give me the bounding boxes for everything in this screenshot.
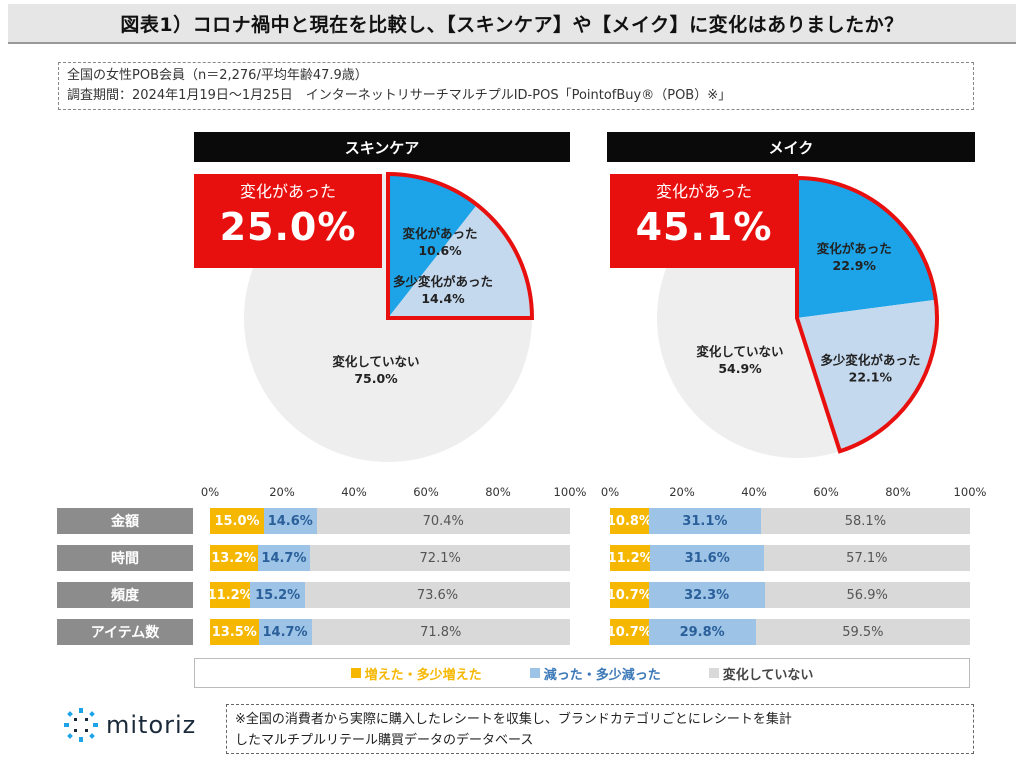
- skincare-pie-label-0: 変化があった: [402, 226, 477, 241]
- makeup-changed-value: 45.1%: [635, 205, 773, 249]
- legend-swatch-decrease: [529, 668, 540, 678]
- makeup-bar-segment-dec: 31.6%: [650, 545, 765, 571]
- skincare-bar-segment-dec: 14.7%: [257, 545, 311, 571]
- makeup-axis-tick: 80%: [885, 485, 911, 499]
- skincare-header-label: スキンケア: [344, 138, 420, 157]
- makeup-axis-tick: 0%: [600, 485, 620, 499]
- makeup-changed-label: 変化があった: [655, 182, 752, 201]
- makeup-axis-tick: 100%: [953, 485, 987, 499]
- makeup-stacked-bar: 10.7% 32.3% 56.9%: [607, 582, 970, 608]
- skincare-bar-segment-none: 73.6%: [305, 582, 570, 608]
- skincare-changed-label: 変化があった: [239, 182, 336, 201]
- skincare-bar-segment-dec: 14.7%: [258, 619, 312, 645]
- legend-label-increase: 増えた・多少増えた: [364, 667, 482, 683]
- makeup-axis-tick: 20%: [669, 485, 695, 499]
- skincare-pie-slice-1: [388, 204, 532, 318]
- skincare-bar-segment-inc: 11.2%: [208, 582, 253, 608]
- pie-charts: 変化があった 10.6% 多少変化があった 14.4% 変化していない 75.0% 変化があ…: [244, 171, 939, 462]
- footnote-box: ※全国の消費者から実際に購入したレシートを収集し、ブランドカテゴリごとにレシート…: [226, 704, 974, 754]
- skincare-axis-tick: 80%: [485, 485, 511, 499]
- skincare-panel-header: スキンケア: [194, 132, 570, 162]
- footnote-line2: したマルチプルリテール購買データのデータベース: [235, 733, 534, 748]
- makeup-stacked-bar: 10.8% 31.1% 58.1%: [607, 508, 970, 534]
- skincare-axis-tick: 0%: [200, 485, 220, 499]
- makeup-bar-segment-dec: 32.3%: [648, 582, 765, 608]
- skincare-bar-segment-inc: 13.2%: [210, 545, 258, 571]
- makeup-stacked-bar: 11.2% 31.6% 57.1%: [608, 545, 970, 571]
- skincare-stacked-bar: 13.2% 14.7% 72.1%: [210, 545, 570, 571]
- makeup-pie-value-2: 54.9%: [718, 361, 762, 376]
- skincare-axis-tick: 60%: [413, 485, 439, 499]
- makeup-changed-box: 変化があった 45.1%: [610, 174, 798, 268]
- makeup-changed-outline: [795, 175, 939, 454]
- skincare-changed-box: 変化があった 25.0%: [194, 174, 382, 268]
- survey-info-box: 全国の女性POB会員（n＝2,276/平均年齢47.9歳） 調査期間：2024年…: [58, 62, 974, 110]
- makeup-panel-header: メイク: [607, 132, 975, 162]
- makeup-bar-segment-dec: 31.1%: [648, 508, 761, 534]
- skincare-pie-label-2: 変化していない: [332, 354, 419, 369]
- legend-item-increase: 増えた・多少増えた: [350, 664, 482, 683]
- skincare-bar-segment-inc: 13.5%: [210, 619, 259, 645]
- skincare-stacked-bar: 11.2% 15.2% 73.6%: [208, 582, 570, 608]
- legend-item-decrease: 減った・多少減った: [529, 664, 661, 683]
- skincare-bar-segment-dec: 15.2%: [250, 582, 306, 608]
- makeup-bar-segment-none: 58.1%: [760, 508, 970, 534]
- skincare-axis-tick: 20%: [269, 485, 295, 499]
- skincare-changed-value: 25.0%: [219, 205, 357, 249]
- makeup-bar-segment-inc: 11.2%: [608, 545, 653, 571]
- makeup-axis-tick: 40%: [741, 485, 767, 499]
- legend-swatch-increase: [350, 668, 361, 678]
- makeup-bar-segment-inc: 10.8%: [607, 508, 652, 534]
- skincare-pie-label-1: 多少変化があった: [393, 274, 493, 289]
- skincare-stacked-bar: 15.0% 14.6% 70.4%: [210, 508, 570, 534]
- title-bar: 図表1）コロナ禍中と現在を比較し、【スキンケア】や【メイク】に変化はありましたか…: [8, 4, 1016, 44]
- makeup-bar-segment-inc: 10.7%: [607, 582, 652, 608]
- mitoriz-logo-icon: [64, 708, 98, 742]
- legend-label-decrease: 減った・多少減った: [543, 667, 661, 683]
- skincare-stacked-bar: 13.5% 14.7% 71.8%: [210, 619, 570, 645]
- makeup-bar-segment-none: 59.5%: [755, 619, 970, 645]
- mitoriz-logo: mitoriz: [62, 706, 196, 744]
- makeup-stacked-bar: 10.7% 29.8% 59.5%: [607, 619, 970, 645]
- skincare-axis-tick: 40%: [341, 485, 367, 499]
- makeup-pie-label-2: 変化していない: [696, 344, 783, 359]
- bar-legend: 増えた・多少増えた 減った・多少減った 変化していない: [194, 658, 970, 688]
- skincare-bar-segment-inc: 15.0%: [210, 508, 264, 534]
- makeup-bar-segment-dec: 29.8%: [648, 619, 756, 645]
- survey-info-line1: 全国の女性POB会員（n＝2,276/平均年齢47.9歳）: [67, 68, 368, 83]
- skincare-axis-tick: 100%: [553, 485, 587, 499]
- legend-item-nochange: 変化していない: [708, 664, 814, 683]
- footnote-line1: ※全国の消費者から実際に購入したレシートを収集し、ブランドカテゴリごとにレシート…: [235, 712, 792, 727]
- makeup-bar-segment-none: 56.9%: [764, 582, 970, 608]
- makeup-pie-label-1: 多少変化があった: [820, 352, 920, 367]
- skincare-changed-outline: [386, 171, 535, 320]
- legend-label-nochange: 変化していない: [722, 667, 814, 683]
- skincare-bar-segment-none: 71.8%: [311, 619, 570, 645]
- survey-info-line2: 調査期間：2024年1月19日～1月25日 インターネットリサーチマルチプルID…: [67, 88, 732, 103]
- skincare-bar-segment-dec: 14.6%: [264, 508, 317, 534]
- skincare-pie-value-1: 14.4%: [421, 291, 465, 306]
- makeup-bar-segment-inc: 10.7%: [607, 619, 652, 645]
- row-label-0: 金額: [57, 508, 193, 534]
- page-title: 図表1）コロナ禍中と現在を比較し、【スキンケア】や【メイク】に変化はありましたか…: [120, 13, 904, 36]
- row-label-1: 時間: [57, 545, 193, 571]
- skincare-bar-segment-none: 70.4%: [316, 508, 570, 534]
- makeup-pie-value-0: 22.9%: [833, 258, 877, 273]
- makeup-pie-slice-0: [797, 178, 936, 318]
- legend-swatch-nochange: [708, 668, 719, 678]
- skincare-pie-value-2: 75.0%: [354, 371, 398, 386]
- makeup-header-label: メイク: [768, 138, 814, 157]
- makeup-pie-slice-1: [797, 299, 937, 452]
- makeup-axis-tick: 60%: [813, 485, 839, 499]
- makeup-bar-segment-none: 57.1%: [764, 545, 970, 571]
- skincare-bar-segment-none: 72.1%: [310, 545, 570, 571]
- row-label-2: 頻度: [57, 582, 193, 608]
- makeup-pie-label-0: 変化があった: [817, 241, 892, 256]
- makeup-pie-value-1: 22.1%: [849, 369, 893, 384]
- mitoriz-logo-text: mitoriz: [106, 711, 197, 739]
- row-label-3: アイテム数: [57, 619, 193, 645]
- skincare-pie-slice-0: [388, 174, 477, 318]
- skincare-pie-value-0: 10.6%: [418, 243, 462, 258]
